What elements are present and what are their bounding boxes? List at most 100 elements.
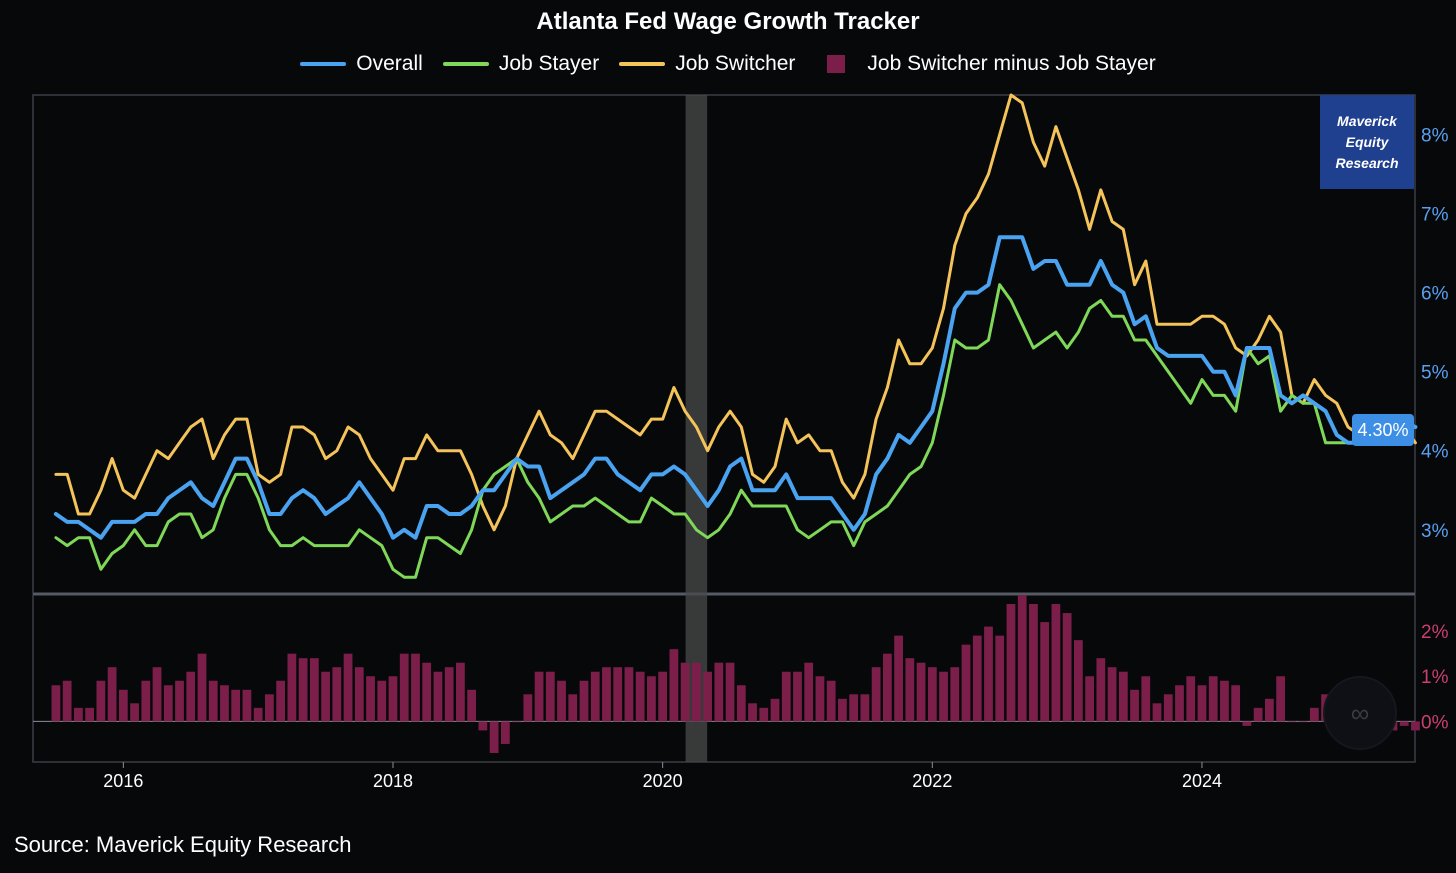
bar-difference [354,667,364,722]
legend-item-job-switcher[interactable]: Job Switcher [619,52,795,76]
bar-difference [276,680,286,722]
bar-difference [265,694,274,722]
bar-difference [1006,604,1016,722]
y-tick-label-main: 4% [1421,442,1449,463]
legend-swatch-difference [827,55,846,73]
bar-difference [613,667,623,722]
legend-label-job-switcher: Job Switcher [675,52,796,75]
bar-difference [916,662,926,722]
bar-difference [691,662,701,722]
bar-difference [130,703,139,722]
bar-difference [1017,595,1027,722]
y-tick-label-sub: 1% [1421,667,1449,688]
bar-difference [927,667,937,722]
bar-difference [624,667,634,722]
bar-difference [939,671,948,722]
y-tick-label-main: 3% [1421,521,1449,542]
bar-difference [1242,721,1252,726]
y-tick-label-main: 7% [1421,205,1449,226]
bar-difference [1287,721,1297,723]
legend-label-difference: Job Switcher minus Job Stayer [867,52,1156,75]
main-panel-frame [32,94,1416,594]
bar-difference [1152,703,1162,722]
bar-difference [793,671,802,722]
legend: Overall Job Stayer Job Switcher Job Swit… [0,52,1456,76]
corner-logo: ∞ [1323,676,1397,750]
bar-difference [85,707,95,722]
bar-difference [1062,613,1072,722]
bar-difference [523,694,533,722]
bar-difference [411,653,420,722]
bar-difference [545,671,555,722]
watermark-line-2: Equity [1345,133,1389,150]
bar-difference [534,671,544,722]
bar-difference [1029,604,1038,722]
bar-difference [714,662,724,722]
bar-difference [500,721,510,744]
source-note: Source: Maverick Equity Research [14,832,352,857]
legend-item-overall[interactable]: Overall [300,52,423,76]
bar-difference [1399,721,1409,726]
bar-difference [1107,667,1117,722]
bar-difference [1073,640,1083,722]
chart-title: Atlanta Fed Wage Growth Tracker [536,8,920,35]
bar-difference [849,694,859,722]
bar-difference [590,671,600,722]
bar-difference [1096,658,1106,722]
bar-difference [1118,671,1128,722]
bar-difference [422,662,432,722]
bar-difference [972,635,982,722]
bar-difference [658,671,668,722]
watermark-badge: Maverick Equity Research [1320,95,1414,189]
bar-difference [568,694,578,722]
bar-difference [1265,698,1274,722]
bar-difference [736,685,746,722]
bar-difference [871,667,881,722]
legend-line-job-stayer [442,62,489,66]
bar-difference [309,658,319,722]
bar-difference [298,658,308,722]
bar-difference [1051,604,1061,722]
bar-difference [770,698,780,722]
bar-difference [287,653,297,722]
bar-difference [557,680,566,722]
bar-difference [579,680,589,722]
bar-difference [860,694,870,722]
legend-item-job-stayer[interactable]: Job Stayer [442,52,599,76]
bar-difference [1411,721,1420,731]
bar-difference [433,671,443,722]
bar-difference [62,680,72,722]
bar-difference [489,721,499,753]
legend-line-job-switcher [619,62,666,66]
x-tick-label: 2020 [643,771,683,791]
legend-label-overall: Overall [356,52,423,75]
bar-difference [680,662,690,722]
bar-difference [781,671,791,722]
bar-difference [377,680,387,722]
sub-panel-frame [32,594,1416,763]
bar-difference [107,667,117,722]
bar-difference [961,644,971,722]
x-tick-label: 2024 [1182,771,1222,791]
bar-difference [1085,676,1094,722]
watermark-line-1: Maverick [1337,112,1397,129]
bar-difference [366,676,375,722]
bar-difference [118,689,128,722]
y-tick-label-sub: 0% [1421,712,1449,733]
x-tick-label: 2018 [373,771,413,791]
bar-difference [995,635,1005,722]
bar-difference [253,707,263,722]
bar-difference [1197,685,1207,722]
bar-difference [838,698,847,722]
bar-difference [669,649,679,722]
bar-difference [512,721,521,723]
bar-difference [1141,676,1151,722]
bar-difference [703,671,712,722]
y-tick-label-sub: 2% [1421,622,1449,643]
bar-difference [894,635,903,722]
series-line-job-stayer [54,283,1417,579]
bar-difference [1220,680,1229,722]
bar-difference [456,662,465,722]
legend-item-difference[interactable]: Job Switcher minus Job Stayer [815,52,1156,76]
bar-difference [725,662,735,722]
